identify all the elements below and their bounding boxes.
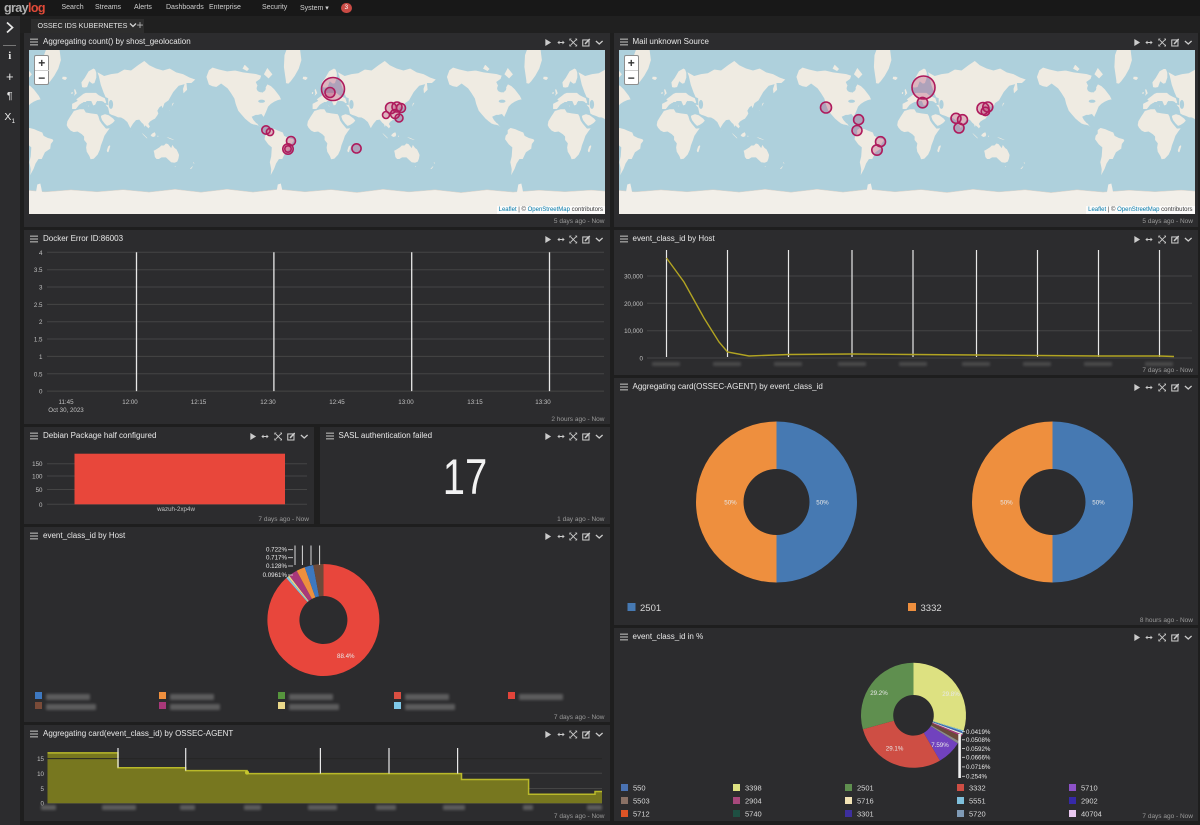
svg-text:15: 15 <box>37 756 44 763</box>
svg-text:40704: 40704 <box>1081 810 1102 818</box>
svg-text:13:00: 13:00 <box>398 399 414 406</box>
svg-text:2.5: 2.5 <box>34 302 43 309</box>
svg-text:20,000: 20,000 <box>624 301 643 308</box>
svg-text:10,000: 10,000 <box>624 328 643 335</box>
svg-text:5551: 5551 <box>969 797 986 806</box>
svg-text:3.5: 3.5 <box>34 267 43 274</box>
svg-text:2902: 2902 <box>1081 797 1098 806</box>
svg-text:0.722%: 0.722% <box>266 547 287 554</box>
svg-text:5740: 5740 <box>745 810 762 818</box>
svg-text:12:00: 12:00 <box>122 399 138 406</box>
svg-text:29.1%: 29.1% <box>885 746 903 753</box>
svg-text:5710: 5710 <box>1081 784 1098 793</box>
svg-text:12:30: 12:30 <box>260 399 276 406</box>
svg-text:3332: 3332 <box>920 603 941 613</box>
svg-text:88.4%: 88.4% <box>337 653 355 660</box>
svg-text:5712: 5712 <box>633 810 650 818</box>
svg-text:11:45: 11:45 <box>58 399 74 406</box>
svg-text:13:15: 13:15 <box>467 399 483 406</box>
svg-text:50%: 50% <box>1000 500 1013 507</box>
svg-text:0: 0 <box>39 389 43 396</box>
svg-text:0.254%: 0.254% <box>966 774 987 781</box>
svg-text:0: 0 <box>639 356 643 363</box>
svg-text:30,000: 30,000 <box>624 274 643 281</box>
svg-text:3332: 3332 <box>969 784 986 793</box>
svg-text:50: 50 <box>36 487 43 494</box>
svg-text:wazuh-2xp4w: wazuh-2xp4w <box>156 506 195 513</box>
svg-text:100: 100 <box>32 474 43 481</box>
svg-text:0.0508%: 0.0508% <box>966 737 991 744</box>
svg-text:5503: 5503 <box>633 797 650 806</box>
svg-text:10: 10 <box>37 771 44 778</box>
svg-text:5: 5 <box>41 786 45 793</box>
svg-text:0.0716%: 0.0716% <box>966 764 991 771</box>
svg-text:150: 150 <box>32 461 43 468</box>
svg-text:Oct 30, 2023: Oct 30, 2023 <box>48 407 84 413</box>
svg-text:1.5: 1.5 <box>34 337 43 344</box>
svg-text:12:45: 12:45 <box>329 399 345 406</box>
svg-text:50%: 50% <box>1092 500 1105 507</box>
svg-text:4: 4 <box>39 250 43 257</box>
svg-text:2: 2 <box>39 319 43 326</box>
svg-text:2501: 2501 <box>640 603 661 613</box>
svg-text:13:30: 13:30 <box>535 399 551 406</box>
svg-text:5716: 5716 <box>857 797 874 806</box>
svg-text:0: 0 <box>39 502 43 509</box>
svg-text:2501: 2501 <box>857 784 874 793</box>
svg-text:29.8%: 29.8% <box>942 691 960 698</box>
svg-text:29.2%: 29.2% <box>870 690 888 697</box>
svg-text:7.59%: 7.59% <box>931 742 949 749</box>
svg-text:2904: 2904 <box>745 797 762 806</box>
svg-text:12:15: 12:15 <box>191 399 207 406</box>
svg-text:3: 3 <box>39 285 43 292</box>
svg-text:550: 550 <box>633 784 646 793</box>
svg-text:50%: 50% <box>816 500 829 507</box>
svg-text:0.128%: 0.128% <box>266 563 287 570</box>
svg-text:3398: 3398 <box>745 784 762 793</box>
svg-text:0.0592%: 0.0592% <box>966 746 991 753</box>
svg-text:50%: 50% <box>724 500 737 507</box>
svg-text:0: 0 <box>41 801 45 808</box>
svg-text:5720: 5720 <box>969 810 986 818</box>
svg-text:1: 1 <box>39 354 43 361</box>
svg-text:0.717%: 0.717% <box>266 555 287 562</box>
svg-text:0.0666%: 0.0666% <box>966 755 991 762</box>
svg-text:0.0961%: 0.0961% <box>263 572 288 579</box>
svg-text:3301: 3301 <box>857 810 874 818</box>
svg-text:0.0419%: 0.0419% <box>966 729 991 736</box>
svg-text:0.5: 0.5 <box>34 371 43 378</box>
